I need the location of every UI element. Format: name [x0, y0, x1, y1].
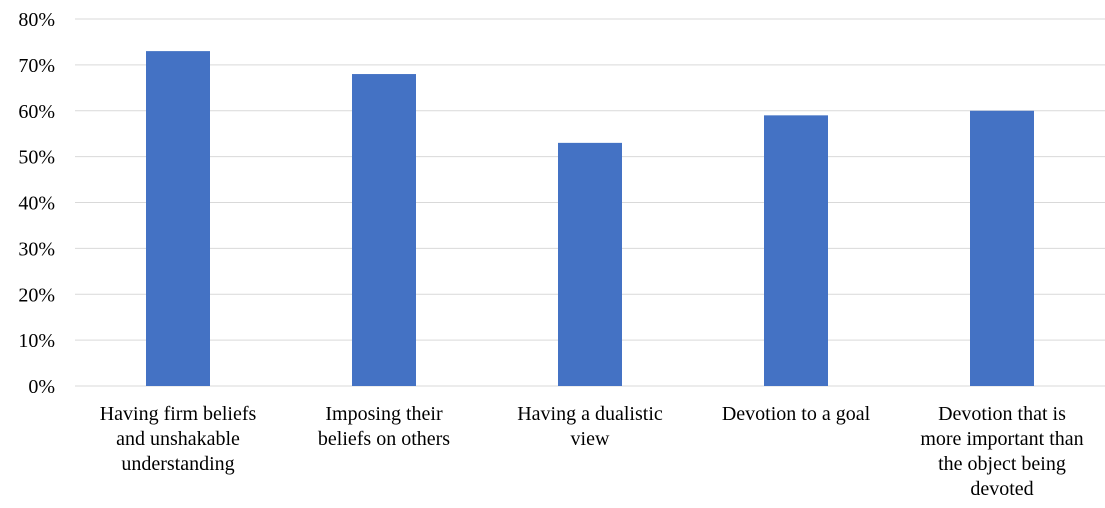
bar: [764, 115, 828, 387]
x-category-label-line: understanding: [121, 453, 234, 475]
bar: [352, 74, 416, 387]
x-category-label-line: Having a dualistic: [517, 403, 663, 425]
x-category-label-line: more important than: [920, 428, 1083, 450]
x-category-label-line: the object being: [938, 453, 1066, 475]
bar: [558, 142, 622, 386]
x-category-label: Devotion to a goal: [722, 403, 871, 425]
y-tick-label: 20%: [18, 284, 55, 306]
y-tick-label: 30%: [18, 238, 55, 260]
x-category-label-line: Imposing their: [325, 403, 443, 425]
y-tick-label: 0%: [28, 376, 55, 398]
x-category-label: Imposing their beliefs on others: [318, 403, 450, 450]
x-category-label-line: view: [571, 428, 610, 450]
x-category-label-line: Devotion that is: [938, 403, 1066, 425]
x-category-label-line: devoted: [970, 478, 1033, 500]
x-category-label: Having a dualistic view: [517, 403, 663, 450]
x-axis-category-labels: Having firm beliefs and unshakable underst…: [100, 403, 1084, 500]
x-category-label-line: Having firm beliefs: [100, 403, 257, 425]
y-tick-label: 70%: [18, 55, 55, 77]
bars: [146, 51, 1034, 387]
y-tick-label: 80%: [18, 9, 55, 31]
bar: [146, 51, 210, 387]
bar: [970, 110, 1034, 386]
x-category-label: Having firm beliefs and unshakable underst…: [100, 403, 257, 475]
y-tick-label: 60%: [18, 101, 55, 123]
x-category-label-line: beliefs on others: [318, 428, 450, 450]
y-tick-label: 50%: [18, 147, 55, 169]
y-tick-label: 40%: [18, 193, 55, 215]
y-tick-label: 10%: [18, 330, 55, 352]
x-category-label-line: and unshakable: [116, 428, 240, 450]
y-axis-tick-labels: 0% 10% 20% 30% 40% 50% 60% 70% 80%: [18, 9, 55, 398]
x-category-label: Devotion that is more important than the o…: [920, 403, 1083, 500]
x-category-label-line: Devotion to a goal: [722, 403, 871, 425]
